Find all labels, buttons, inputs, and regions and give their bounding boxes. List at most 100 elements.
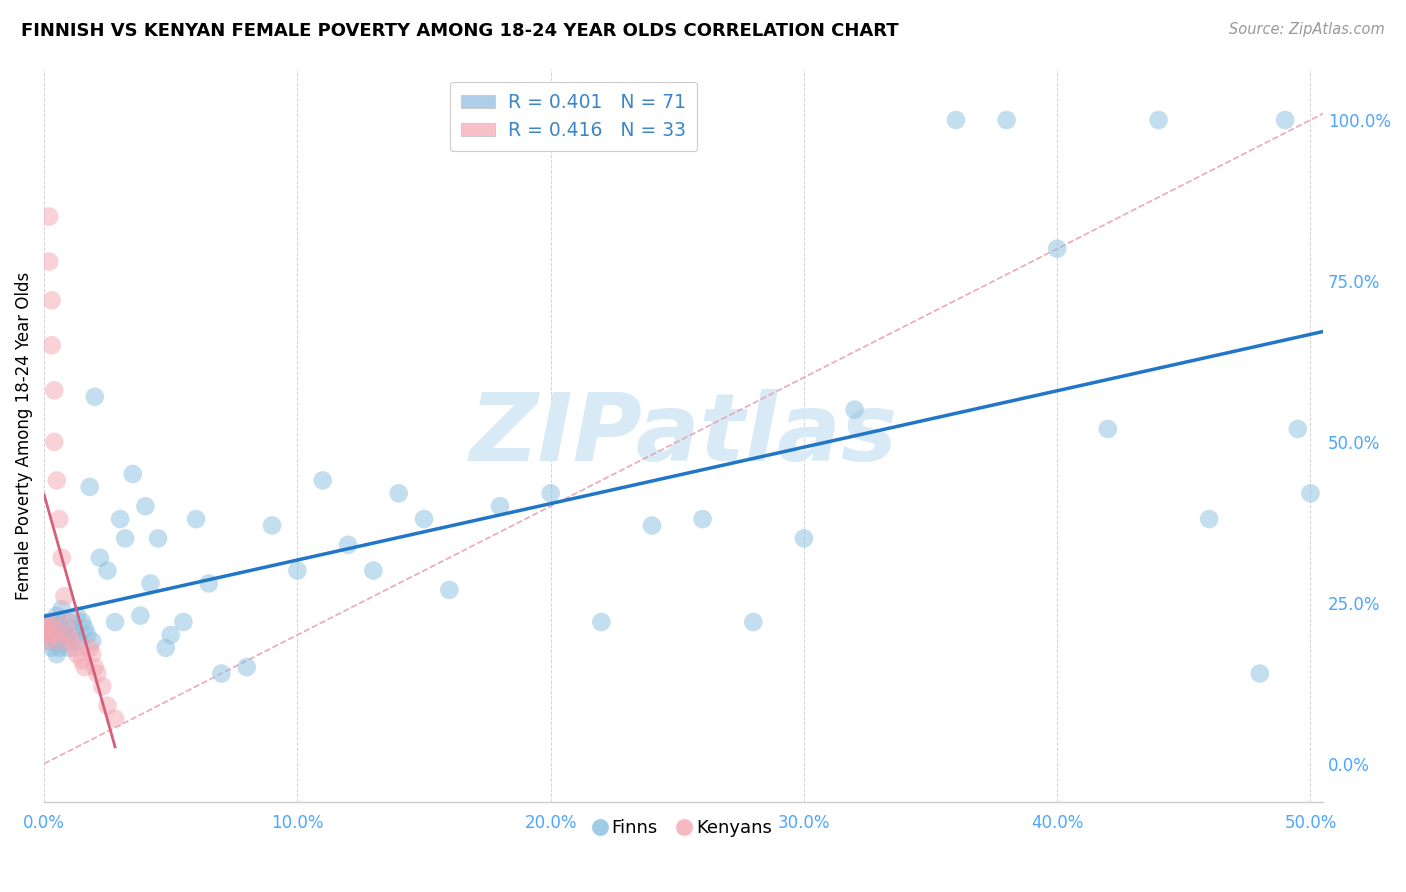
Point	[96, 564, 118, 578]
Point	[82, 647, 104, 661]
Point	[45, 608, 67, 623]
Point	[83, 660, 105, 674]
Point	[82, 634, 104, 648]
Point	[60, 622, 83, 636]
Point	[73, 622, 96, 636]
Point	[104, 615, 127, 629]
Point	[1286, 422, 1309, 436]
Point	[48, 640, 70, 655]
Point	[69, 634, 91, 648]
Legend: Finns, Kenyans: Finns, Kenyans	[588, 812, 779, 845]
Point	[79, 480, 101, 494]
Point	[591, 615, 613, 629]
Point	[41, 293, 63, 308]
Point	[41, 615, 63, 629]
Point	[66, 608, 89, 623]
Point	[159, 628, 181, 642]
Point	[38, 254, 60, 268]
Point	[184, 512, 207, 526]
Point	[38, 210, 60, 224]
Point	[197, 576, 219, 591]
Point	[35, 628, 58, 642]
Point	[56, 615, 79, 629]
Point	[41, 640, 63, 655]
Point	[51, 622, 73, 636]
Point	[83, 390, 105, 404]
Point	[35, 634, 58, 648]
Point	[96, 698, 118, 713]
Point	[44, 622, 66, 636]
Point	[44, 434, 66, 449]
Point	[51, 550, 73, 565]
Point	[32, 622, 55, 636]
Point	[1147, 113, 1170, 128]
Point	[1198, 512, 1220, 526]
Point	[155, 640, 177, 655]
Point	[58, 640, 80, 655]
Point	[540, 486, 562, 500]
Point	[70, 615, 93, 629]
Point	[995, 113, 1018, 128]
Point	[44, 628, 66, 642]
Point	[56, 634, 79, 648]
Point	[48, 615, 70, 629]
Point	[121, 467, 143, 481]
Point	[89, 550, 111, 565]
Point	[79, 640, 101, 655]
Point	[641, 518, 664, 533]
Point	[388, 486, 411, 500]
Point	[91, 680, 114, 694]
Point	[35, 615, 58, 629]
Point	[73, 660, 96, 674]
Point	[129, 608, 152, 623]
Point	[413, 512, 436, 526]
Point	[1097, 422, 1119, 436]
Point	[439, 582, 461, 597]
Point	[66, 647, 89, 661]
Point	[63, 640, 86, 655]
Point	[146, 532, 169, 546]
Point	[1299, 486, 1322, 500]
Text: ZIPatlas: ZIPatlas	[470, 390, 897, 482]
Point	[38, 615, 60, 629]
Point	[58, 628, 80, 642]
Point	[45, 628, 67, 642]
Point	[32, 628, 55, 642]
Point	[86, 666, 108, 681]
Point	[41, 338, 63, 352]
Point	[945, 113, 967, 128]
Point	[1274, 113, 1296, 128]
Point	[38, 615, 60, 629]
Point	[108, 512, 131, 526]
Point	[38, 634, 60, 648]
Point	[139, 576, 162, 591]
Point	[76, 628, 98, 642]
Text: FINNISH VS KENYAN FEMALE POVERTY AMONG 18-24 YEAR OLDS CORRELATION CHART: FINNISH VS KENYAN FEMALE POVERTY AMONG 1…	[21, 22, 898, 40]
Point	[742, 615, 765, 629]
Point	[235, 660, 257, 674]
Point	[41, 628, 63, 642]
Point	[793, 532, 815, 546]
Point	[53, 628, 76, 642]
Point	[172, 615, 194, 629]
Point	[63, 628, 86, 642]
Point	[363, 564, 385, 578]
Point	[1249, 666, 1271, 681]
Point	[48, 634, 70, 648]
Point	[45, 634, 67, 648]
Point	[48, 512, 70, 526]
Point	[209, 666, 232, 681]
Point	[70, 654, 93, 668]
Text: Source: ZipAtlas.com: Source: ZipAtlas.com	[1229, 22, 1385, 37]
Point	[44, 622, 66, 636]
Point	[260, 518, 283, 533]
Point	[60, 634, 83, 648]
Point	[134, 499, 156, 513]
Point	[44, 384, 66, 398]
Point	[692, 512, 714, 526]
Point	[104, 712, 127, 726]
Point	[337, 538, 360, 552]
Point	[312, 474, 335, 488]
Point	[53, 590, 76, 604]
Point	[45, 647, 67, 661]
